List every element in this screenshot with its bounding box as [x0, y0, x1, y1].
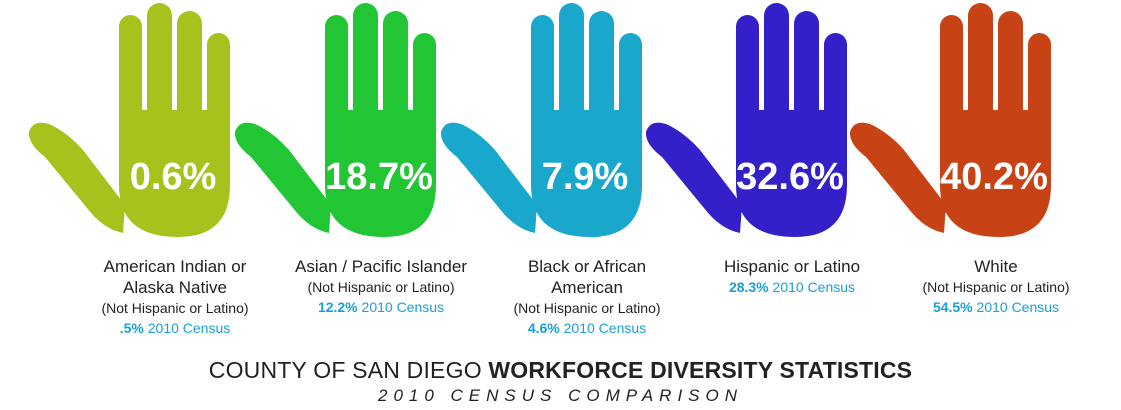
census-comparison: 12.2% 2010 Census [276, 297, 486, 317]
category-name: Black or African American [527, 257, 647, 297]
category-qualifier: (Not Hispanic or Latino) [307, 279, 455, 295]
hand-icon [234, 3, 436, 237]
hand-4: 40.2% [849, 3, 1051, 237]
hand-icon [849, 3, 1051, 237]
category-qualifier: (Not Hispanic or Latino) [922, 279, 1070, 295]
census-suffix: 2010 Census [143, 320, 231, 336]
census-comparison: .5% 2010 Census [70, 318, 280, 338]
census-value: 54.5% [932, 299, 973, 315]
category-name: American Indian or Alaska Native [103, 257, 247, 297]
chart-subtitle: 2010 CENSUS COMPARISON [377, 386, 744, 405]
hand-icon [440, 3, 642, 237]
category-label-0: American Indian or Alaska Native (Not Hisp… [70, 256, 280, 338]
category-label-1: Asian / Pacific Islander (Not Hispanic or… [276, 256, 486, 317]
census-suffix: 2010 Census [559, 320, 647, 336]
hand-2: 7.9% [440, 3, 642, 237]
category-qualifier: (Not Hispanic or Latino) [101, 300, 249, 316]
hand-icon [28, 3, 230, 237]
census-comparison: 4.6% 2010 Census [482, 318, 692, 338]
workforce-percent-label: 40.2% [940, 156, 1048, 198]
census-suffix: 2010 Census [972, 299, 1060, 315]
title-regular: COUNTY OF SAN DIEGO [208, 357, 489, 383]
category-label-2: Black or African American (Not Hispanic or… [482, 256, 692, 338]
category-name: White [974, 257, 1018, 276]
category-label-4: White (Not Hispanic or Latino) 54.5% 2010 … [891, 256, 1101, 317]
census-value: 12.2% [317, 299, 358, 315]
hand-3: 32.6% [645, 3, 847, 237]
census-value: .5% [119, 320, 144, 336]
title-bold: WORKFORCE DIVERSITY STATISTICS [488, 357, 913, 383]
category-label-3: Hispanic or Latino 28.3% 2010 Census [687, 256, 897, 297]
category-qualifier: (Not Hispanic or Latino) [513, 300, 661, 316]
census-comparison: 28.3% 2010 Census [687, 277, 897, 297]
category-name: Hispanic or Latino [723, 257, 861, 276]
workforce-percent-label: 0.6% [130, 156, 217, 198]
census-value: 28.3% [728, 279, 769, 295]
category-name: Asian / Pacific Islander [295, 257, 467, 276]
chart-title: COUNTY OF SAN DIEGO WORKFORCE DIVERSITY … [0, 357, 1121, 384]
hand-0: 0.6% [28, 3, 230, 237]
workforce-percent-label: 7.9% [542, 156, 629, 198]
hands-pictogram: 0.6% 18.7% 7.9% 32.6% 40.2% [28, 3, 1051, 237]
hand-icon [645, 3, 847, 237]
census-suffix: 2010 Census [357, 299, 445, 315]
census-value: 4.6% [527, 320, 560, 336]
census-comparison: 54.5% 2010 Census [891, 297, 1101, 317]
workforce-percent-label: 18.7% [325, 156, 433, 198]
census-suffix: 2010 Census [768, 279, 856, 295]
hand-1: 18.7% [234, 3, 436, 237]
workforce-percent-label: 32.6% [736, 156, 844, 198]
